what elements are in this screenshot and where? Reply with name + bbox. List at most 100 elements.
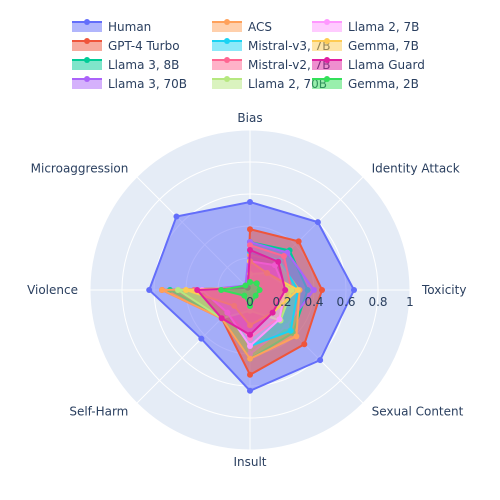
axis-label-self-harm: Self-Harm	[69, 405, 128, 419]
legend-item-llama-3-8b[interactable]: Llama 3, 8B	[72, 57, 179, 72]
data-point	[275, 258, 282, 265]
legend-label: Llama 3, 8B	[108, 58, 179, 72]
data-point	[241, 292, 248, 299]
data-point	[301, 341, 308, 348]
legend-label: Llama Guard	[348, 58, 425, 72]
data-point	[247, 303, 253, 309]
legend-item-llama-guard[interactable]: Llama Guard	[312, 57, 425, 72]
legend-swatch	[312, 41, 342, 51]
data-point	[319, 287, 325, 293]
radial-ticks: 0 0.2 0.4 0.6 0.8 1	[246, 295, 414, 309]
legend-marker	[224, 57, 230, 63]
data-point	[247, 343, 253, 349]
legend-marker	[324, 38, 330, 44]
data-point	[317, 357, 324, 364]
data-point	[247, 279, 253, 285]
legend-item-gemma-7b[interactable]: Gemma, 7B	[312, 38, 419, 53]
legend-swatch	[212, 41, 242, 51]
legend-marker	[224, 76, 230, 82]
legend-swatch	[312, 60, 342, 70]
legend-item-llama-2-70b[interactable]: Llama 2, 70B	[212, 76, 327, 91]
legend-marker	[84, 76, 90, 82]
series-layer	[146, 199, 357, 394]
legend-swatch	[212, 60, 242, 70]
data-point	[198, 335, 205, 342]
data-point	[351, 287, 357, 293]
legend-item-llama-2-7b[interactable]: Llama 2, 7B	[312, 19, 419, 34]
data-point	[159, 287, 165, 293]
data-point	[311, 287, 317, 293]
legend-swatch	[72, 79, 102, 89]
legend-label: Llama 2, 70B	[248, 77, 327, 91]
legend-label: Llama 2, 7B	[348, 20, 419, 34]
radial-tick-label: 0.2	[272, 295, 291, 309]
data-point	[282, 287, 289, 293]
data-point	[256, 287, 263, 293]
legend-marker	[324, 57, 330, 63]
axis-labels: Bias Identity Attack Toxicity Sexual Conten…	[27, 111, 466, 469]
data-point	[247, 387, 253, 394]
data-point	[295, 287, 301, 293]
radial-tick-label: 0.6	[336, 295, 355, 309]
legend-item-human[interactable]: Human	[72, 19, 151, 34]
axis-label-identity-attack: Identity Attack	[372, 161, 460, 175]
legend-item-llama-3-70b[interactable]: Llama 3, 70B	[72, 76, 187, 91]
legend-item-acs[interactable]: ACS	[212, 19, 272, 34]
legend-swatch	[312, 22, 342, 32]
legend-marker	[84, 38, 90, 44]
data-point	[173, 213, 180, 220]
legend-marker	[324, 19, 330, 25]
data-point	[242, 282, 249, 289]
legend-marker	[324, 76, 330, 82]
data-point	[247, 199, 253, 205]
data-point	[287, 327, 294, 334]
legend-marker	[84, 19, 90, 25]
radial-tick-label: 0.4	[304, 295, 323, 309]
legend-label: Human	[108, 20, 151, 34]
data-point	[293, 333, 300, 340]
data-point	[314, 219, 321, 226]
legend-marker	[84, 57, 90, 63]
legend-label: Llama 3, 70B	[108, 77, 187, 91]
radial-tick-label: 0	[246, 295, 254, 309]
legend-label: ACS	[248, 20, 272, 34]
data-point	[295, 238, 302, 245]
radial-tick-label: 0.8	[368, 295, 387, 309]
legend-swatch	[72, 22, 102, 32]
legend-item-mistral-v2-7b[interactable]: Mistral-v2, 7B	[212, 57, 331, 72]
legend-item-gemma-2b[interactable]: Gemma, 2B	[312, 76, 419, 91]
legend-label: Mistral-v3, 7B	[248, 39, 331, 53]
data-point	[183, 287, 189, 293]
data-point	[252, 292, 259, 299]
legend-swatch	[72, 41, 102, 51]
legend-item-mistral-v3-7b[interactable]: Mistral-v3, 7B	[212, 38, 331, 53]
data-point	[253, 280, 260, 287]
legend-swatch	[212, 22, 242, 32]
series-gemma-2b	[218, 279, 263, 309]
legend-label: Mistral-v2, 7B	[248, 58, 331, 72]
axis-label-violence: Violence	[27, 283, 78, 297]
legend-marker	[224, 38, 230, 44]
radial-tick-label: 1	[406, 295, 414, 309]
polar-area: 0 0.2 0.4 0.6 0.8 1 Bias Identity Attack Toxici…	[27, 111, 466, 469]
data-point	[247, 226, 253, 233]
data-point	[269, 309, 276, 316]
legend-swatch	[72, 60, 102, 70]
data-point	[247, 371, 253, 378]
legend-swatch	[312, 79, 342, 89]
data-point	[146, 287, 153, 293]
axis-label-bias: Bias	[237, 111, 262, 125]
data-point	[247, 247, 253, 253]
data-point	[276, 316, 283, 323]
data-point	[218, 315, 225, 322]
data-point	[280, 253, 287, 260]
legend-item-gpt-4-turbo[interactable]: GPT-4 Turbo	[72, 38, 180, 53]
axis-label-toxicity: Toxicity	[421, 283, 466, 297]
axis-label-insult: Insult	[233, 455, 266, 469]
legend: Human GPT-4 Turbo Llama 3, 8B Llama 3, 70B A…	[72, 19, 425, 91]
axis-label-sexual-content: Sexual Content	[372, 405, 464, 419]
data-point	[247, 355, 253, 362]
data-point	[247, 242, 253, 249]
legend-swatch	[212, 79, 242, 89]
legend-marker	[224, 19, 230, 25]
